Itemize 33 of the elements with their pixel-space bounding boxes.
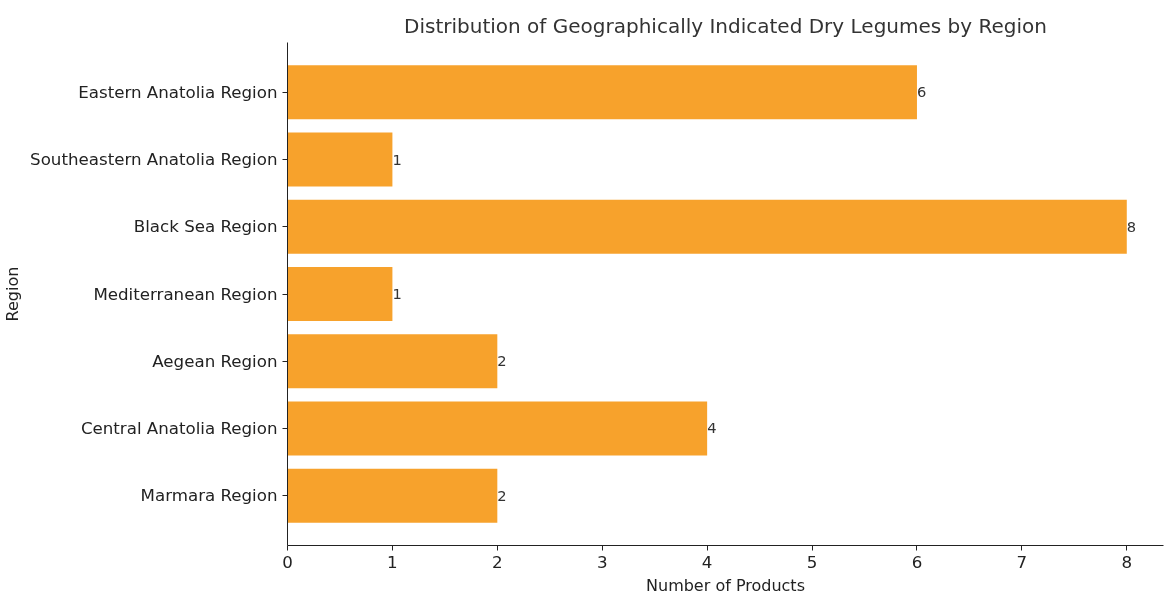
bar [287,132,393,187]
y-tick-label: Mediterranean Region [93,284,278,304]
chart-title: Distribution of Geographically Indicated Dry Legumes by Region [404,13,1047,38]
bar [287,267,393,321]
data-label: 6 [916,83,927,101]
y-tick-label: Marmara Region [140,486,278,506]
x-tick-label: 1 [387,552,398,572]
data-label: 1 [392,285,402,302]
y-axis-title: Region [3,266,23,322]
y-tick-label: Black Sea Region [133,217,278,237]
x-tick-label: 6 [911,552,923,572]
data-label: 2 [497,352,507,370]
bar [287,468,498,523]
y-tick-label: Aegean Region [152,351,278,371]
bar [287,199,1127,254]
y-tick-label: Central Anatolia Region [80,418,278,438]
x-tick-label: 8 [1121,552,1133,572]
bar [287,334,498,389]
x-tick-label: 7 [1016,552,1028,572]
x-tick-label: 5 [806,552,818,572]
x-axis-title: Number of Products [646,575,805,595]
data-label: 1 [392,150,402,168]
x-tick-label: 3 [596,552,608,572]
x-tick-label: 2 [492,552,503,572]
bar [287,65,917,120]
data-label: 2 [497,486,507,504]
data-label: 4 [707,419,717,437]
x-tick-label: 4 [701,552,713,572]
x-tick-label: 0 [282,552,293,572]
bar [287,401,708,456]
data-label: 8 [1126,217,1137,235]
y-tick-label: Eastern Anatolia Region [78,82,278,102]
y-tick-label: Southeastern Anatolia Region [30,150,278,170]
